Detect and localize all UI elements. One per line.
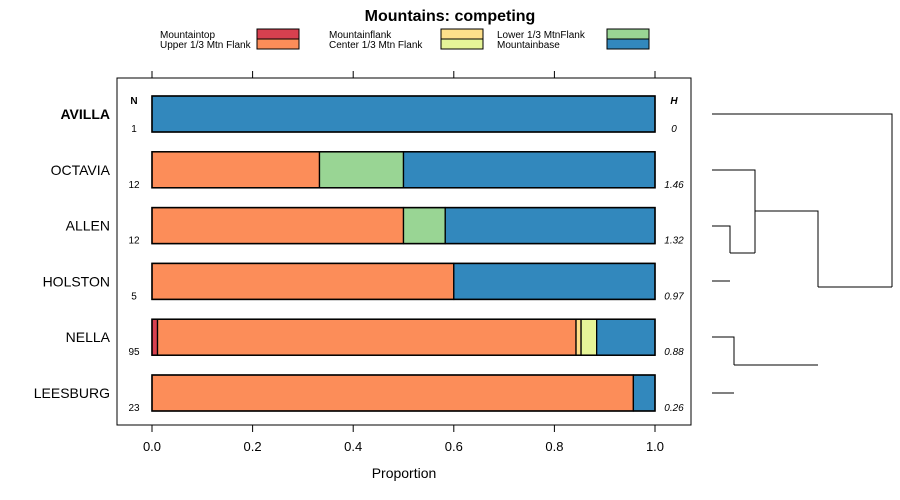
bar-segment (632, 374, 656, 412)
h-value: 1.32 (664, 236, 684, 247)
bar-segment (151, 151, 321, 189)
n-value: 23 (128, 403, 140, 414)
x-tick-label: 1.0 (646, 439, 664, 454)
n-value: 12 (128, 236, 140, 247)
bar-outline (151, 95, 656, 133)
dendrogram-branch (712, 169, 756, 253)
bar-segment (151, 206, 405, 245)
bar-segment (575, 318, 582, 356)
bar-segment (151, 374, 635, 412)
legend-label: Mountaintop (160, 30, 215, 41)
x-tick-label: 0.4 (344, 439, 362, 454)
category-label: AVILLA (60, 106, 110, 122)
h-value: 1.46 (664, 180, 684, 191)
bar-segment (444, 206, 656, 245)
category-label: NELLA (66, 329, 111, 345)
x-axis-label: Proportion (372, 465, 437, 481)
dendrogram-branch (712, 336, 735, 365)
bar-segment (151, 318, 159, 356)
n-column-header: N (130, 96, 137, 107)
bar-segment (402, 151, 656, 189)
n-value: 5 (131, 291, 137, 302)
legend-swatch (606, 38, 650, 50)
x-tick-label: 0.0 (143, 439, 161, 454)
h-column-header: H (670, 96, 678, 107)
legend-swatch (256, 28, 300, 40)
bar-segment (151, 95, 656, 133)
bar-segment (151, 262, 455, 301)
x-axis: 0.0 0.2 0.4 0.6 0.8 1.0 (143, 71, 664, 454)
dendrogram-branch (755, 210, 819, 287)
x-tick-label: 0.2 (244, 439, 262, 454)
h-value: 0.97 (664, 291, 684, 302)
legend-label: Mountainbase (497, 40, 560, 51)
category-label: HOLSTON (43, 273, 110, 289)
dendrogram (712, 113, 893, 394)
n-value: 12 (128, 180, 140, 191)
category-labels: AVILLA 1 0 OCTAVIA 12 1.46 ALLEN 12 1.32 HOLSTON 5… (34, 106, 684, 414)
bar-segment (402, 206, 446, 245)
h-value: 0.26 (664, 403, 684, 414)
legend-swatch (440, 38, 484, 50)
legend-label: Mountainflank (329, 30, 392, 41)
category-label: LEESBURG (34, 385, 110, 401)
legend-swatch (606, 28, 650, 40)
legend-label: Upper 1/3 Mtn Flank (160, 40, 252, 51)
dendrogram-branch (712, 113, 893, 287)
bar-segment (580, 318, 598, 356)
n-value: 95 (128, 347, 140, 358)
bar-outline (151, 206, 656, 245)
x-tick-label: 0.6 (445, 439, 463, 454)
plot-frame (116, 77, 692, 426)
bar-segment (596, 318, 656, 356)
bar-outline (151, 151, 656, 189)
legend-swatch (256, 38, 300, 50)
category-label: OCTAVIA (51, 162, 111, 178)
legend-swatch (440, 28, 484, 40)
bar-segment (453, 262, 656, 301)
legend-label: Center 1/3 Mtn Flank (329, 40, 423, 51)
x-tick-label: 0.8 (545, 439, 563, 454)
dendrogram-branch (712, 225, 731, 253)
n-value: 1 (131, 124, 137, 135)
bar-segment (318, 151, 405, 189)
bar-outline (151, 262, 656, 301)
legend-label: Lower 1/3 MtnFlank (497, 30, 586, 41)
bar-segment (156, 318, 577, 356)
chart-title: Mountains: competing (365, 8, 536, 25)
category-label: ALLEN (66, 218, 110, 234)
h-value: 0 (671, 124, 677, 135)
bar-outline (151, 374, 656, 412)
bars (151, 95, 656, 412)
bar-outline (151, 318, 656, 356)
h-value: 0.88 (664, 347, 684, 358)
